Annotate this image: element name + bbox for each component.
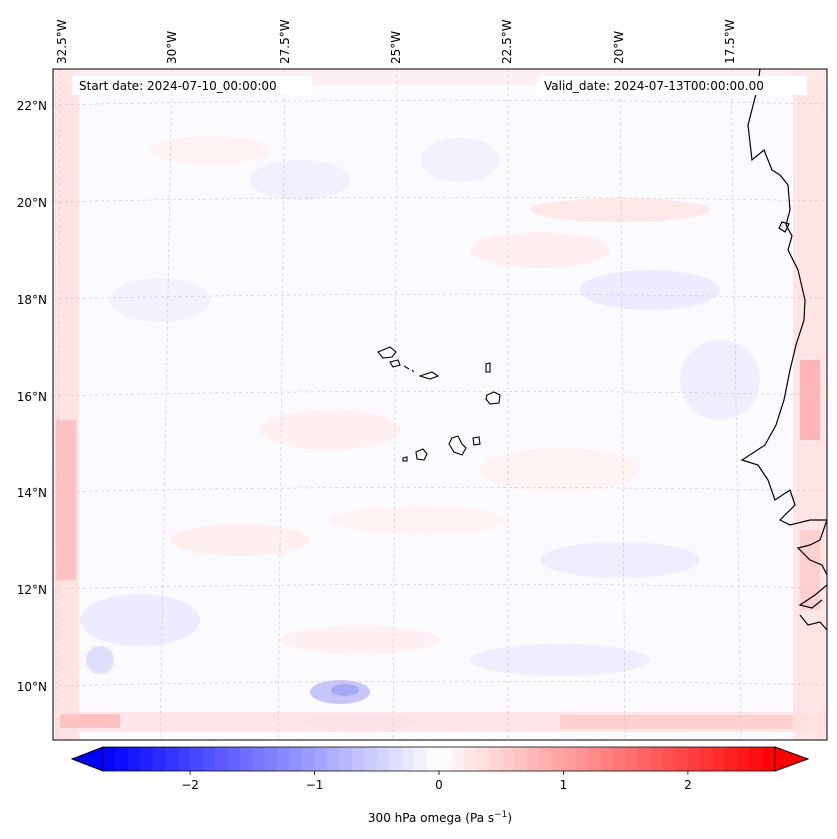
colorbar-bin [264, 747, 278, 771]
colorbar-bin [115, 747, 129, 771]
colorbar-bin [501, 747, 515, 771]
colorbar-bin [414, 747, 428, 771]
longitude-labels: 32.5°W 30°W 27.5°W 25°W 22.5°W 20°W 17.5… [55, 19, 737, 64]
colorbar-bin [289, 747, 303, 771]
colorbar-bin [463, 747, 477, 771]
colorbar-bin [675, 747, 689, 771]
colorbar-bin [600, 747, 614, 771]
colorbar-bin [140, 747, 154, 771]
colorbar-bin [327, 747, 341, 771]
latitude-labels: 22°N 20°N 18°N 16°N 14°N 12°N 10°N [17, 99, 47, 694]
colorbar-bin [190, 747, 204, 771]
colorbar: −2 −1 0 1 2 300 hPa omega (Pa s−1) [70, 746, 810, 825]
colorbar-bin [426, 747, 440, 771]
colorbar-bins [103, 747, 776, 771]
colorbar-bin [725, 747, 739, 771]
coastline [740, 69, 827, 631]
colorbar-bin [638, 747, 652, 771]
colorbar-tick-label: 1 [560, 778, 568, 792]
colorbar-tick-label: −1 [306, 778, 324, 792]
colorbar-bin [401, 747, 415, 771]
colorbar-bin [750, 747, 764, 771]
colorbar-bin [177, 747, 191, 771]
colorbar-bin [538, 747, 552, 771]
cape-verde-islands [377, 346, 501, 462]
colorbar-bin [389, 747, 403, 771]
colorbar-bin [339, 747, 353, 771]
map-frame [52, 68, 828, 741]
start-label-bg [72, 76, 312, 95]
valid-date-label: Valid_date: 2024-07-13T00:00:00.00 [544, 79, 764, 93]
colorbar-bin [526, 747, 540, 771]
lon-tick-label: 32.5°W [55, 19, 69, 64]
colorbar-bin [127, 747, 141, 771]
colorbar-bin [252, 747, 266, 771]
colorbar-bin [488, 747, 502, 771]
colorbar-high-extend [774, 746, 810, 772]
colorbar-bin [551, 747, 565, 771]
colorbar-bin [625, 747, 639, 771]
lat-tick-label: 20°N [17, 196, 47, 210]
lon-tick-label: 25°W [389, 31, 403, 64]
colorbar-bin [165, 747, 179, 771]
colorbar-bin [613, 747, 627, 771]
colorbar-bin [103, 747, 117, 771]
omega-field [53, 69, 827, 740]
graticule [53, 69, 827, 740]
valid-label-bg [537, 76, 807, 95]
colorbar-bin [650, 747, 664, 771]
lat-tick-label: 14°N [17, 486, 47, 500]
colorbar-bin [439, 747, 453, 771]
lat-tick-label: 12°N [17, 583, 47, 597]
colorbar-bin [663, 747, 677, 771]
colorbar-bin [215, 747, 229, 771]
lon-tick-label: 20°W [612, 31, 626, 64]
colorbar-bin [476, 747, 490, 771]
colorbar-outline [70, 746, 810, 772]
colorbar-bin [227, 747, 241, 771]
colorbar-bin [687, 747, 701, 771]
colorbar-bin [737, 747, 751, 771]
colorbar-bin [277, 747, 291, 771]
start-date-label: Start date: 2024-07-10_00:00:00 [79, 79, 277, 93]
lat-tick-label: 18°N [17, 293, 47, 307]
colorbar-label: 300 hPa omega (Pa s−1) [368, 810, 512, 825]
colorbar-tick-label: −2 [181, 778, 199, 792]
lat-tick-label: 22°N [17, 99, 47, 113]
colorbar-bin [302, 747, 316, 771]
colorbar-bin [451, 747, 465, 771]
lon-tick-label: 17.5°W [723, 19, 737, 64]
colorbar-bin [239, 747, 253, 771]
colorbar-bin [364, 747, 378, 771]
colorbar-bin [762, 747, 776, 771]
colorbar-tick-label: 0 [435, 778, 443, 792]
lat-tick-label: 16°N [17, 390, 47, 404]
colorbar-bin [575, 747, 589, 771]
colorbar-bin [152, 747, 166, 771]
colorbar-low-extend [70, 746, 104, 772]
colorbar-tick-label: 2 [684, 778, 692, 792]
colorbar-bin [351, 747, 365, 771]
colorbar-ticks: −2 −1 0 1 2 [181, 771, 692, 792]
colorbar-bin [588, 747, 602, 771]
colorbar-bin [314, 747, 328, 771]
colorbar-bin [563, 747, 577, 771]
lon-tick-label: 22.5°W [500, 19, 514, 64]
lon-tick-label: 30°W [165, 31, 179, 64]
lon-tick-label: 27.5°W [278, 19, 292, 64]
colorbar-bin [376, 747, 390, 771]
colorbar-bin [700, 747, 714, 771]
colorbar-bin [712, 747, 726, 771]
colorbar-bin [513, 747, 527, 771]
lat-tick-label: 10°N [17, 680, 47, 694]
colorbar-bin [202, 747, 216, 771]
